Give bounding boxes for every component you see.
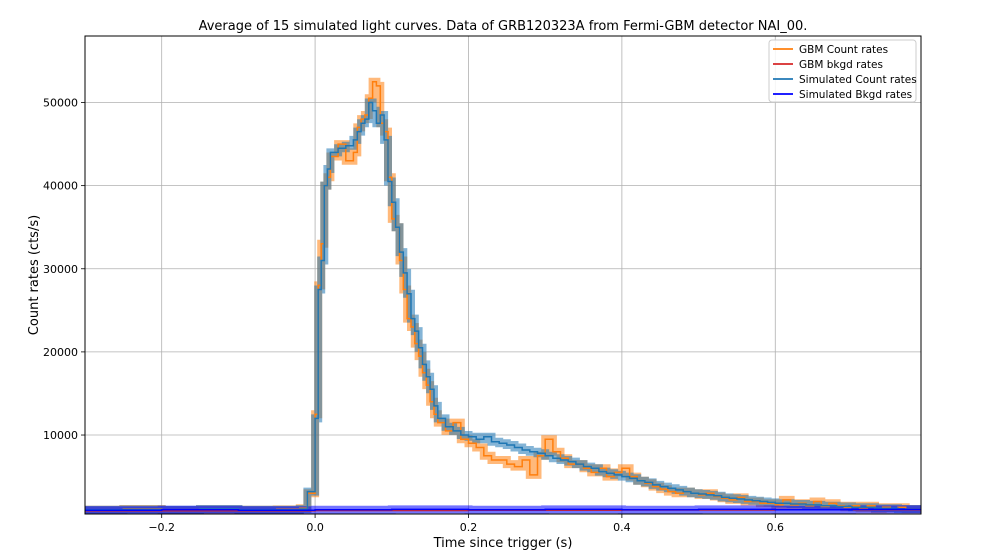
y-tick-label: 40000 — [43, 180, 78, 193]
x-axis-ticks: −0.2 0.0 0.2 0.4 0.6 — [148, 514, 784, 534]
chart-title: Average of 15 simulated light curves. Da… — [199, 19, 808, 34]
legend-label: GBM Count rates — [799, 44, 888, 56]
x-tick-label: −0.2 — [148, 521, 175, 534]
legend-label: GBM bkgd rates — [799, 59, 883, 71]
y-tick-label: 10000 — [43, 429, 78, 442]
y-tick-label: 30000 — [43, 263, 78, 276]
simulated-bkgd-rates-line — [85, 508, 921, 512]
x-axis-label: Time since trigger (s) — [433, 536, 573, 551]
y-axis-label: Count rates (cts/s) — [27, 215, 42, 335]
x-tick-label: 0.0 — [306, 521, 324, 534]
x-tick-label: 0.4 — [613, 521, 631, 534]
x-tick-label: 0.2 — [460, 521, 478, 534]
simulated-count-rates-line — [85, 101, 921, 511]
x-tick-label: 0.6 — [767, 521, 785, 534]
y-tick-label: 20000 — [43, 346, 78, 359]
legend-box — [768, 39, 917, 103]
legend-label: Simulated Bkgd rates — [799, 89, 912, 101]
y-axis-ticks: 10000 20000 30000 40000 50000 — [43, 97, 85, 442]
series-lines — [85, 80, 921, 512]
legend-label: Simulated Count rates — [799, 74, 917, 86]
y-tick-label: 50000 — [43, 97, 78, 110]
plot-background — [85, 36, 921, 514]
legend: GBM Count rates GBM bkgd rates Simulated C… — [768, 39, 917, 103]
grid-lines — [85, 36, 921, 514]
gbm-count-rates-line — [85, 80, 921, 512]
plot-frame — [84, 35, 922, 515]
